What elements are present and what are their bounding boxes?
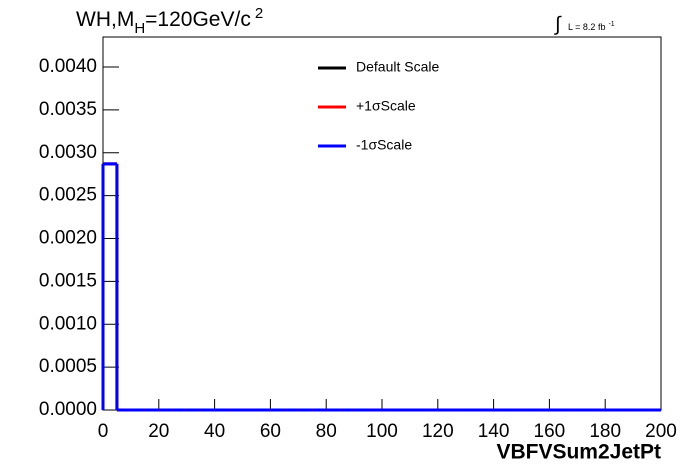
legend-label: -1σScale — [356, 137, 412, 153]
y-tick-label: 0.0005 — [39, 356, 97, 377]
lumi: L = 8.2 fb -1 — [568, 21, 615, 33]
y-tick-label: 0.0010 — [39, 313, 97, 334]
x-tick-label: 60 — [260, 421, 281, 442]
legend-label: Default Scale — [356, 59, 439, 75]
y-tick-label: 0.0015 — [39, 270, 97, 291]
title-rest: =120GeV/c — [145, 8, 251, 31]
x-tick-label: 160 — [534, 421, 566, 442]
x-tick-label: 100 — [366, 421, 398, 442]
x-tick-label: 180 — [589, 421, 621, 442]
plot-frame — [102, 36, 662, 411]
x-tick-label: 120 — [422, 421, 454, 442]
x-tick-label: 140 — [478, 421, 510, 442]
legend-label: +1σScale — [356, 98, 416, 114]
lumi-integral: ∫ — [554, 13, 562, 35]
x-tick-label: 20 — [148, 421, 169, 442]
x-tick-label: 200 — [645, 421, 677, 442]
y-tick-label: 0.0040 — [39, 56, 97, 77]
title-main: WH,M — [76, 8, 134, 31]
y-tick-label: 0.0035 — [39, 99, 97, 120]
chart-title: WH,MH=120GeV/c 2 — [76, 5, 263, 37]
y-tick-label: 0.0020 — [39, 228, 97, 249]
lumi-text: L = 8.2 fb — [568, 22, 605, 32]
x-tick-label: 0 — [98, 421, 109, 442]
x-tick-label: 40 — [204, 421, 225, 442]
title-sup: 2 — [255, 5, 263, 22]
title-sub: H — [134, 20, 145, 37]
y-tick-label: 0.0025 — [39, 185, 97, 206]
x-tick-label: 80 — [316, 421, 337, 442]
y-tick-label: 0.0030 — [39, 142, 97, 163]
y-tick-label: 0.0000 — [39, 399, 97, 420]
x-axis-label: VBFVSum2JetPt — [496, 441, 661, 464]
lumi-sup: -1 — [608, 21, 614, 28]
